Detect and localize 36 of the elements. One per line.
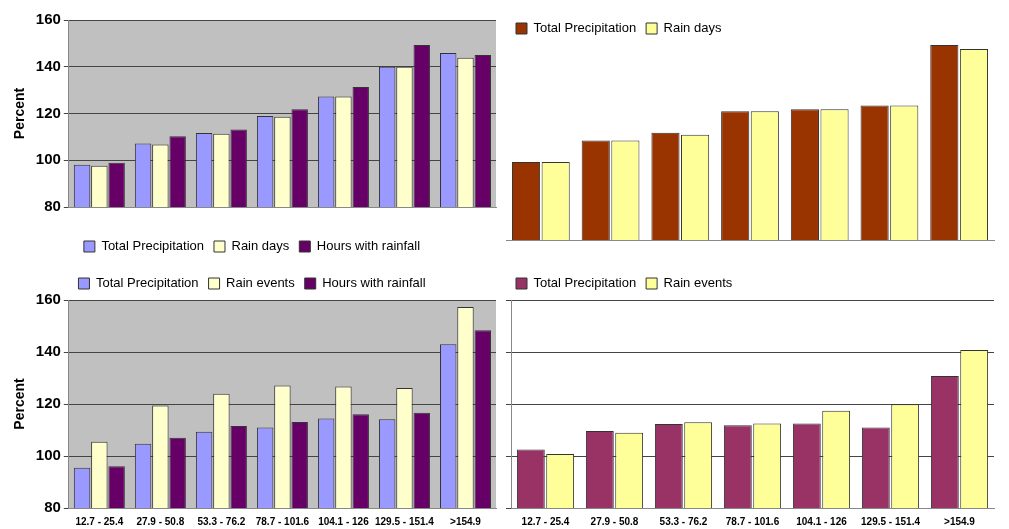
legend-label: Total Precipitation (101, 238, 205, 254)
y-tick-label: 80 (44, 498, 61, 516)
y-tick-label: 160 (35, 290, 61, 308)
y-tick-label: 100 (35, 150, 61, 168)
x-tick-label: 27.9 - 50.8 (136, 515, 185, 527)
y-tick-label: 120 (35, 103, 61, 121)
y-tick-label: 140 (35, 56, 61, 74)
y-tick-label: 120 (35, 394, 61, 412)
x-tick-label: 129.5 - 151.4 (861, 515, 921, 527)
y-axis-title: Percent (11, 377, 28, 430)
legend-label: Total Precipitation (95, 275, 199, 291)
y-axis-title: Percent (11, 87, 28, 140)
y-tick-label: 160 (35, 10, 61, 28)
x-tick-label: 78.7 - 101.6 (725, 515, 780, 527)
legend-label: Rain days (663, 20, 722, 36)
legend-label: Total Precipitation (533, 275, 637, 291)
legend-label: Total Precipitation (533, 20, 637, 36)
y-tick-label: 100 (35, 446, 61, 464)
x-tick-label: >154.9 (450, 515, 482, 527)
x-tick-label: 78.7 - 101.6 (255, 515, 310, 527)
legend-label: Rain events (663, 275, 733, 291)
legend-label: Rain events (226, 275, 296, 291)
x-tick-label: 104.1 - 126 (318, 515, 370, 527)
legend-label: Rain days (231, 238, 290, 254)
x-tick-label: 27.9 - 50.8 (590, 515, 639, 527)
x-tick-label: 53.3 - 76.2 (659, 515, 708, 527)
x-tick-label: 53.3 - 76.2 (197, 515, 246, 527)
x-tick-label: 104.1 - 126 (796, 515, 848, 527)
y-tick-label: 80 (44, 197, 61, 215)
x-tick-label: 12.7 - 25.4 (75, 515, 124, 527)
y-tick-label: 140 (35, 342, 61, 360)
x-tick-label: 129.5 - 151.4 (374, 515, 435, 527)
x-tick-label: >154.9 (944, 515, 976, 527)
legend-label: Hours with rainfall (316, 238, 421, 254)
x-tick-label: 12.7 - 25.4 (521, 515, 570, 527)
legend-label: Hours with rainfall (322, 275, 426, 291)
